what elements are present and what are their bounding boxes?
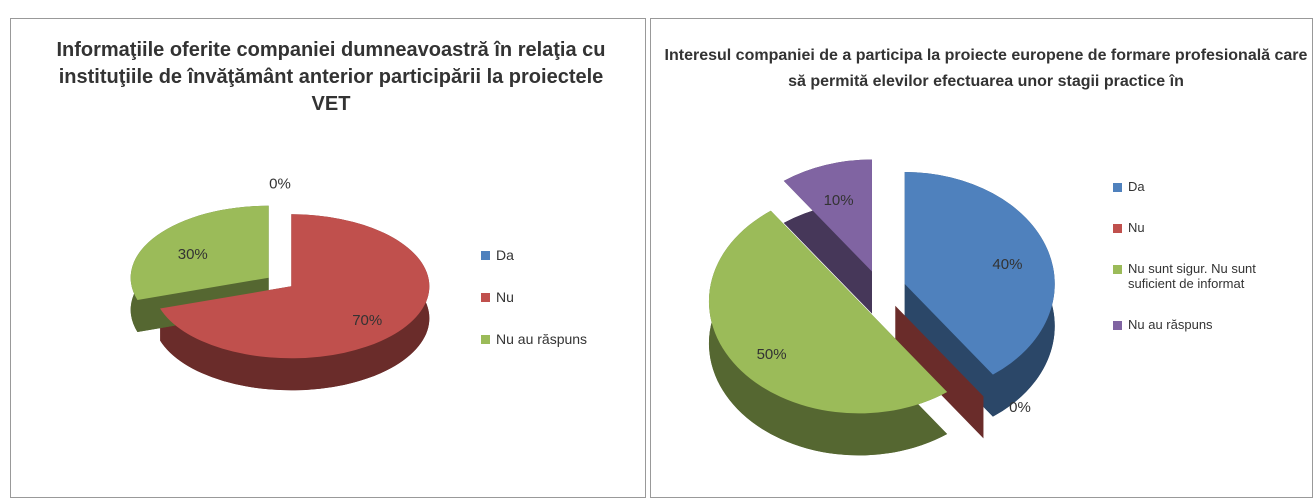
chart-title: Informaţiile oferite companiei dumneavoa… [56,39,606,115]
legend-item: Da [1113,179,1303,194]
chart-title: Interesul companiei de a participa la pr… [664,47,1308,90]
data-label: 30% [178,246,208,263]
legend-item: Nu [481,289,641,305]
legend-item: Nu au răspuns [1113,317,1303,332]
pie-slice [130,205,269,300]
legend-swatch [1113,265,1122,274]
legend-swatch [1113,183,1122,192]
legend-item: Nu [1113,220,1303,235]
legend-label: Nu sunt sigur. Nu sunt suficient de info… [1128,261,1256,291]
legend-swatch [1113,321,1122,330]
data-label: 0% [1009,399,1031,416]
legend-swatch [481,335,490,344]
legend-item: Da [481,247,641,263]
data-label: 0% [269,176,291,193]
pie-slice [783,159,872,272]
pie-slice [160,214,430,359]
chart-panel: Informaţiile oferite companiei dumneavoa… [10,18,646,498]
legend-swatch [1113,224,1122,233]
pie-slice [708,210,948,414]
data-label: 50% [757,346,787,363]
legend-label: Nu [1128,220,1145,235]
legend-item: Nu au răspuns [481,331,641,347]
legend-label: Nu au răspuns [496,331,588,347]
legend-label: Nu [496,289,514,305]
data-label: 40% [992,256,1022,273]
pie-slice [904,172,1055,375]
legend-item: Nu sunt sigur. Nu sunt suficient de info… [1113,261,1303,291]
legend-label: Da [496,247,514,263]
data-label: 70% [352,312,382,329]
legend-label: Da [1128,179,1145,194]
legend-label: Nu au răspuns [1128,317,1213,332]
slice-side [708,210,948,456]
data-label: 10% [824,192,854,209]
legend: Da Nu Nu au răspuns [481,247,641,373]
legend-swatch [481,251,490,260]
legend: Da Nu Nu sunt sigur. Nu sunt suficient de … [1113,179,1303,358]
legend-swatch [481,293,490,302]
slice-side [895,305,984,439]
